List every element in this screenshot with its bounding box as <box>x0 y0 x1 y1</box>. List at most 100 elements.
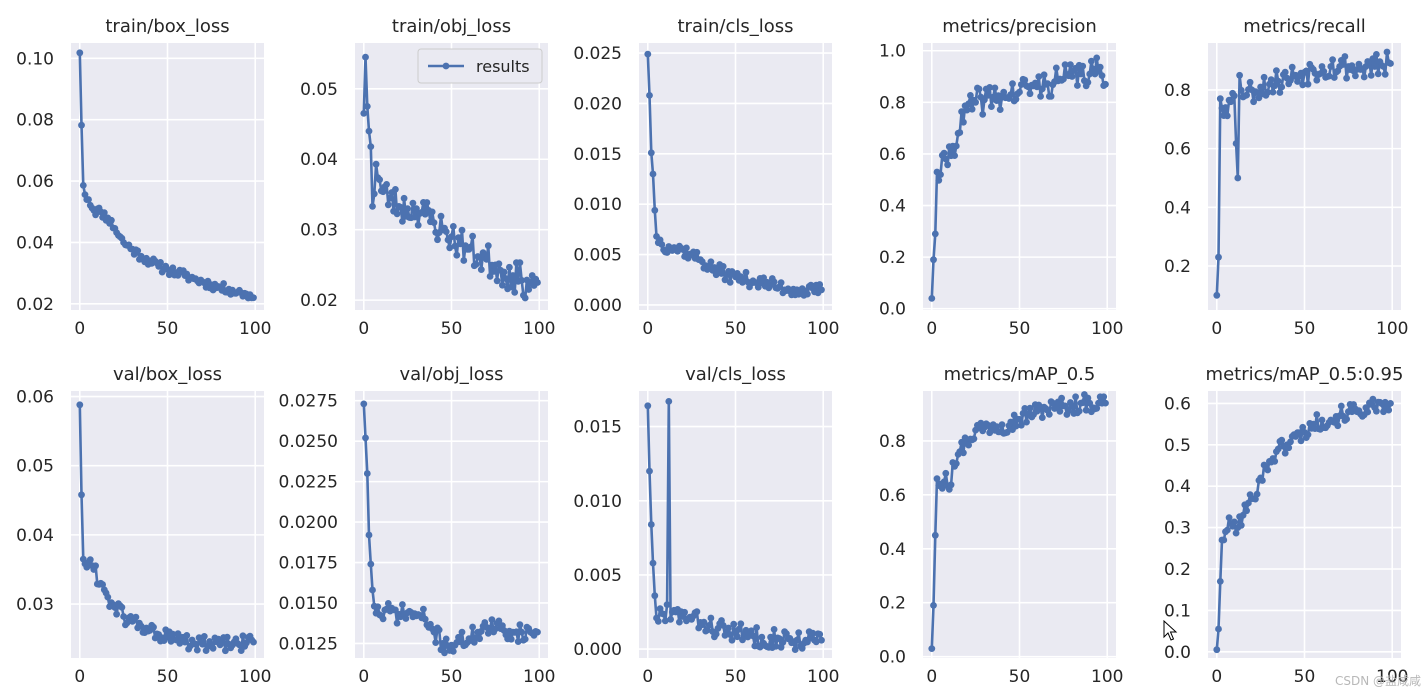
data-point <box>78 491 85 499</box>
data-point <box>477 266 485 273</box>
y-tick-label: 1.0 <box>879 42 906 62</box>
x-tick-label: 0 <box>74 319 85 339</box>
data-point <box>1096 63 1104 71</box>
data-point <box>733 633 741 641</box>
y-tick-label: 0.05 <box>16 457 54 477</box>
data-point <box>1374 70 1382 78</box>
data-point <box>370 190 378 198</box>
data-point <box>467 243 475 251</box>
data-point <box>996 106 1004 113</box>
x-tick-label: 100 <box>523 319 555 339</box>
data-point <box>1267 76 1275 84</box>
data-point <box>693 608 701 616</box>
data-point <box>742 268 750 276</box>
data-point <box>1302 67 1310 75</box>
data-point <box>725 624 732 632</box>
data-point <box>1060 75 1067 83</box>
data-point <box>423 199 431 206</box>
data-point <box>984 92 992 99</box>
data-point <box>513 628 520 636</box>
x-tick-label: 0 <box>74 667 85 687</box>
data-point <box>956 129 964 136</box>
data-point <box>972 98 979 106</box>
data-point <box>516 621 524 629</box>
data-point <box>85 196 92 203</box>
data-point <box>1100 393 1108 401</box>
data-point <box>998 421 1006 429</box>
data-point <box>499 281 506 289</box>
data-point <box>1246 78 1254 86</box>
data-point <box>770 278 778 286</box>
data-point <box>1273 67 1280 74</box>
x-tick-label: 50 <box>157 667 179 687</box>
data-point <box>493 277 501 285</box>
data-point <box>1068 402 1076 410</box>
data-point <box>1056 407 1064 415</box>
data-point <box>726 631 734 638</box>
data-point <box>472 260 480 268</box>
data-point <box>1259 477 1266 484</box>
data-point <box>1269 88 1277 96</box>
data-point <box>818 286 825 294</box>
y-tick-label: 0.0125 <box>279 634 338 654</box>
data-point <box>1040 71 1048 79</box>
data-point <box>507 283 515 291</box>
data-point <box>1003 428 1011 436</box>
data-point <box>1232 529 1240 537</box>
data-point <box>1213 646 1221 654</box>
data-point <box>1330 74 1338 81</box>
y-tick-label: 0.6 <box>1164 394 1191 414</box>
data-point <box>967 92 974 99</box>
data-point <box>940 149 948 157</box>
data-point <box>644 50 652 58</box>
x-tick-label: 100 <box>1376 319 1408 339</box>
data-point <box>420 605 427 613</box>
data-point <box>1026 90 1034 98</box>
y-tick-label: 0.3 <box>1164 519 1191 539</box>
y-tick-label: 0.04 <box>16 526 54 546</box>
data-point <box>707 614 715 622</box>
data-point <box>476 635 483 643</box>
data-point <box>446 244 454 252</box>
data-point <box>1337 402 1345 410</box>
data-point <box>516 259 524 266</box>
data-point <box>1093 54 1101 62</box>
data-point <box>393 619 401 627</box>
data-point <box>651 206 659 214</box>
data-point <box>1325 72 1333 80</box>
data-point <box>1075 407 1083 415</box>
data-point <box>816 281 824 288</box>
data-point <box>1035 73 1043 80</box>
data-point <box>239 632 247 640</box>
data-point <box>411 213 419 221</box>
y-tick-label: 0.020 <box>573 94 622 114</box>
data-point <box>1017 421 1025 429</box>
data-point <box>99 581 106 588</box>
data-point <box>511 289 519 296</box>
data-point <box>739 636 746 644</box>
subplot-train-obj-loss: 0 50 100 0.02 0.03 0.04 0.05 train/obj_lossresu… <box>300 16 555 339</box>
subplot-title: train/obj_loss <box>392 16 511 37</box>
data-point <box>816 630 824 638</box>
y-tick-label: 0.02 <box>300 291 338 311</box>
data-point <box>952 460 960 467</box>
data-point <box>933 475 941 483</box>
x-tick-label: 0 <box>926 667 937 687</box>
y-tick-label: 0.0175 <box>279 554 338 574</box>
data-point <box>1360 73 1368 81</box>
subplot-metrics-map-0-5-0-95: 0 50 100 0.0 0.1 0.2 0.3 0.4 0.5 0.6 metrics/mAP_0… <box>1164 364 1409 687</box>
data-point <box>495 260 503 268</box>
y-tick-label: 0.0 <box>879 648 906 668</box>
data-point <box>1093 404 1101 412</box>
data-point <box>192 640 200 648</box>
x-tick-label: 0 <box>1211 319 1222 339</box>
data-point <box>400 194 408 202</box>
data-point <box>1102 399 1109 407</box>
data-point <box>490 268 497 275</box>
data-point <box>449 648 457 655</box>
data-point <box>791 646 799 653</box>
y-tick-label: 0.0225 <box>279 473 338 493</box>
data-point <box>1288 63 1296 71</box>
data-point <box>1021 405 1029 412</box>
y-tick-label: 0.5 <box>1164 436 1191 456</box>
